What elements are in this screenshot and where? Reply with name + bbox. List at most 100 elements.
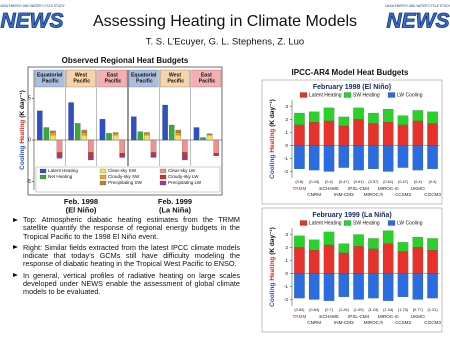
region-label: Equatorial Pacific [37, 73, 63, 85]
region-label: East Pacific [103, 73, 121, 85]
stat-label: (1.75) [398, 307, 409, 312]
bar-segment [353, 145, 364, 171]
legend-swatch [159, 180, 167, 186]
model-label: CGCM3 [424, 192, 441, 197]
bar-segment [137, 131, 144, 141]
legend-label: Precipitating LW [168, 180, 202, 185]
stat-label: (0.47) [398, 179, 409, 184]
bullet: In general, vertical profiles of radiati… [12, 271, 240, 297]
bar-segment [427, 250, 438, 274]
stat-label: (0.4) [325, 179, 334, 184]
model-label: MIROC-h [364, 320, 384, 325]
bar-segment [427, 123, 438, 146]
logo-caption: NASA ENERGY AND WATER CYCLE STUDY [0, 4, 66, 8]
bar-segment [294, 145, 305, 169]
bar-segment [308, 239, 320, 251]
bar-segment [168, 124, 175, 141]
bar-segment [412, 110, 424, 121]
legend-swatch [99, 168, 107, 174]
stat-label: (0.47) [339, 179, 350, 184]
y-tick-label: 0 [285, 143, 288, 149]
bar-segment [206, 134, 213, 136]
bullet: Right: Similar fields extracted from the… [12, 243, 240, 269]
bar-segment [162, 104, 168, 141]
stat-label: (0.77) [413, 307, 424, 312]
bar-segment [74, 123, 81, 141]
stat-label: (0.57) [368, 179, 379, 184]
bar-segment [43, 127, 50, 141]
title: Assessing Heating in Climate Models [93, 13, 357, 30]
model-label: MIROC-m [378, 314, 399, 319]
bar-segment [427, 111, 438, 124]
authors: T. S. L’Ecuyer, G. L. Stephens, Z. Luo [146, 37, 304, 48]
y-axis-label-part: Heating [269, 257, 276, 281]
bar-segment [144, 133, 150, 136]
legend-swatch [159, 168, 167, 174]
bar-segment [397, 124, 409, 146]
bar-segment [175, 134, 182, 141]
bar-segment [397, 242, 409, 252]
region-header [160, 69, 190, 88]
region-label: Equatorial Pacific [131, 73, 157, 85]
bar-segment [68, 102, 74, 141]
bar-segment [193, 127, 200, 141]
panel-period: (La Niña) [159, 205, 192, 214]
bar-segment [397, 251, 409, 274]
legend-label: Latent Heating [309, 92, 342, 98]
legend-swatch [343, 92, 352, 98]
legend-swatch [39, 174, 47, 180]
y-tick-label: -1 [284, 284, 289, 290]
legend-label: Latent Heating [309, 220, 342, 226]
bar-segment [50, 132, 56, 136]
model-label: MIROC-h [364, 192, 384, 197]
legend-swatch [343, 220, 352, 226]
bar-segment [308, 111, 320, 123]
bar-segment [182, 139, 188, 153]
figure-title: IPCC-AR4 Model Heat Budgets [292, 68, 409, 77]
bar-segment [412, 120, 424, 146]
y-axis-label-part: (K day⁻¹) [19, 90, 26, 118]
model-label: CNRM [307, 192, 321, 197]
bar-segment [308, 122, 320, 146]
bar-segment [382, 109, 394, 123]
y-tick-label: 2 [285, 117, 288, 123]
bar-segment [308, 273, 320, 300]
logo: NEWS [1, 10, 64, 33]
bar-segment [308, 250, 320, 274]
y-tick-label: 5 [28, 96, 31, 102]
y-axis-label-part: Cooling [269, 155, 276, 179]
bar-segment [323, 231, 335, 245]
model-label: UKMO [411, 314, 425, 319]
bar-segment [131, 116, 137, 141]
chart-title: February 1998 (El Niño) [313, 84, 391, 91]
bar-segment [397, 273, 409, 297]
legend-label: Precipitating SW [108, 180, 143, 185]
region-label: East Pacific [197, 73, 215, 85]
bar-segment [338, 125, 350, 146]
bar-segment [119, 139, 125, 154]
legend-label: Clear-sky SW [108, 168, 137, 173]
bar-segment [382, 273, 394, 301]
bar-segment [338, 252, 350, 274]
bar-segment [213, 139, 219, 154]
bullet: Top: Atmospheric diabatic heating estima… [12, 215, 240, 241]
legend-label: Latent Heating [48, 168, 78, 173]
model-label: CNRM [307, 320, 321, 325]
bar-segment [353, 246, 364, 274]
stat-label: (1.34) [383, 307, 394, 312]
y-axis-label-part: Heating [19, 120, 26, 144]
legend-label: Clear-sky LW [168, 168, 196, 173]
bar-segment [37, 110, 43, 141]
bar-segment [412, 247, 424, 274]
y-tick-label: -5 [27, 179, 32, 185]
stat-label: (0.4) [429, 179, 438, 184]
y-tick-label: -2 [284, 169, 289, 175]
bar-segment [294, 124, 305, 146]
bar-segment [368, 238, 379, 249]
bar-segment [397, 145, 409, 168]
figure-title: Observed Regional Heat Budgets [62, 56, 189, 65]
legend-swatch [299, 92, 308, 98]
bar-segment [200, 137, 206, 141]
y-axis-label-part: (K day⁻¹) [269, 99, 276, 127]
y-axis-label: Cooling Heating (K day⁻¹) [269, 99, 276, 179]
